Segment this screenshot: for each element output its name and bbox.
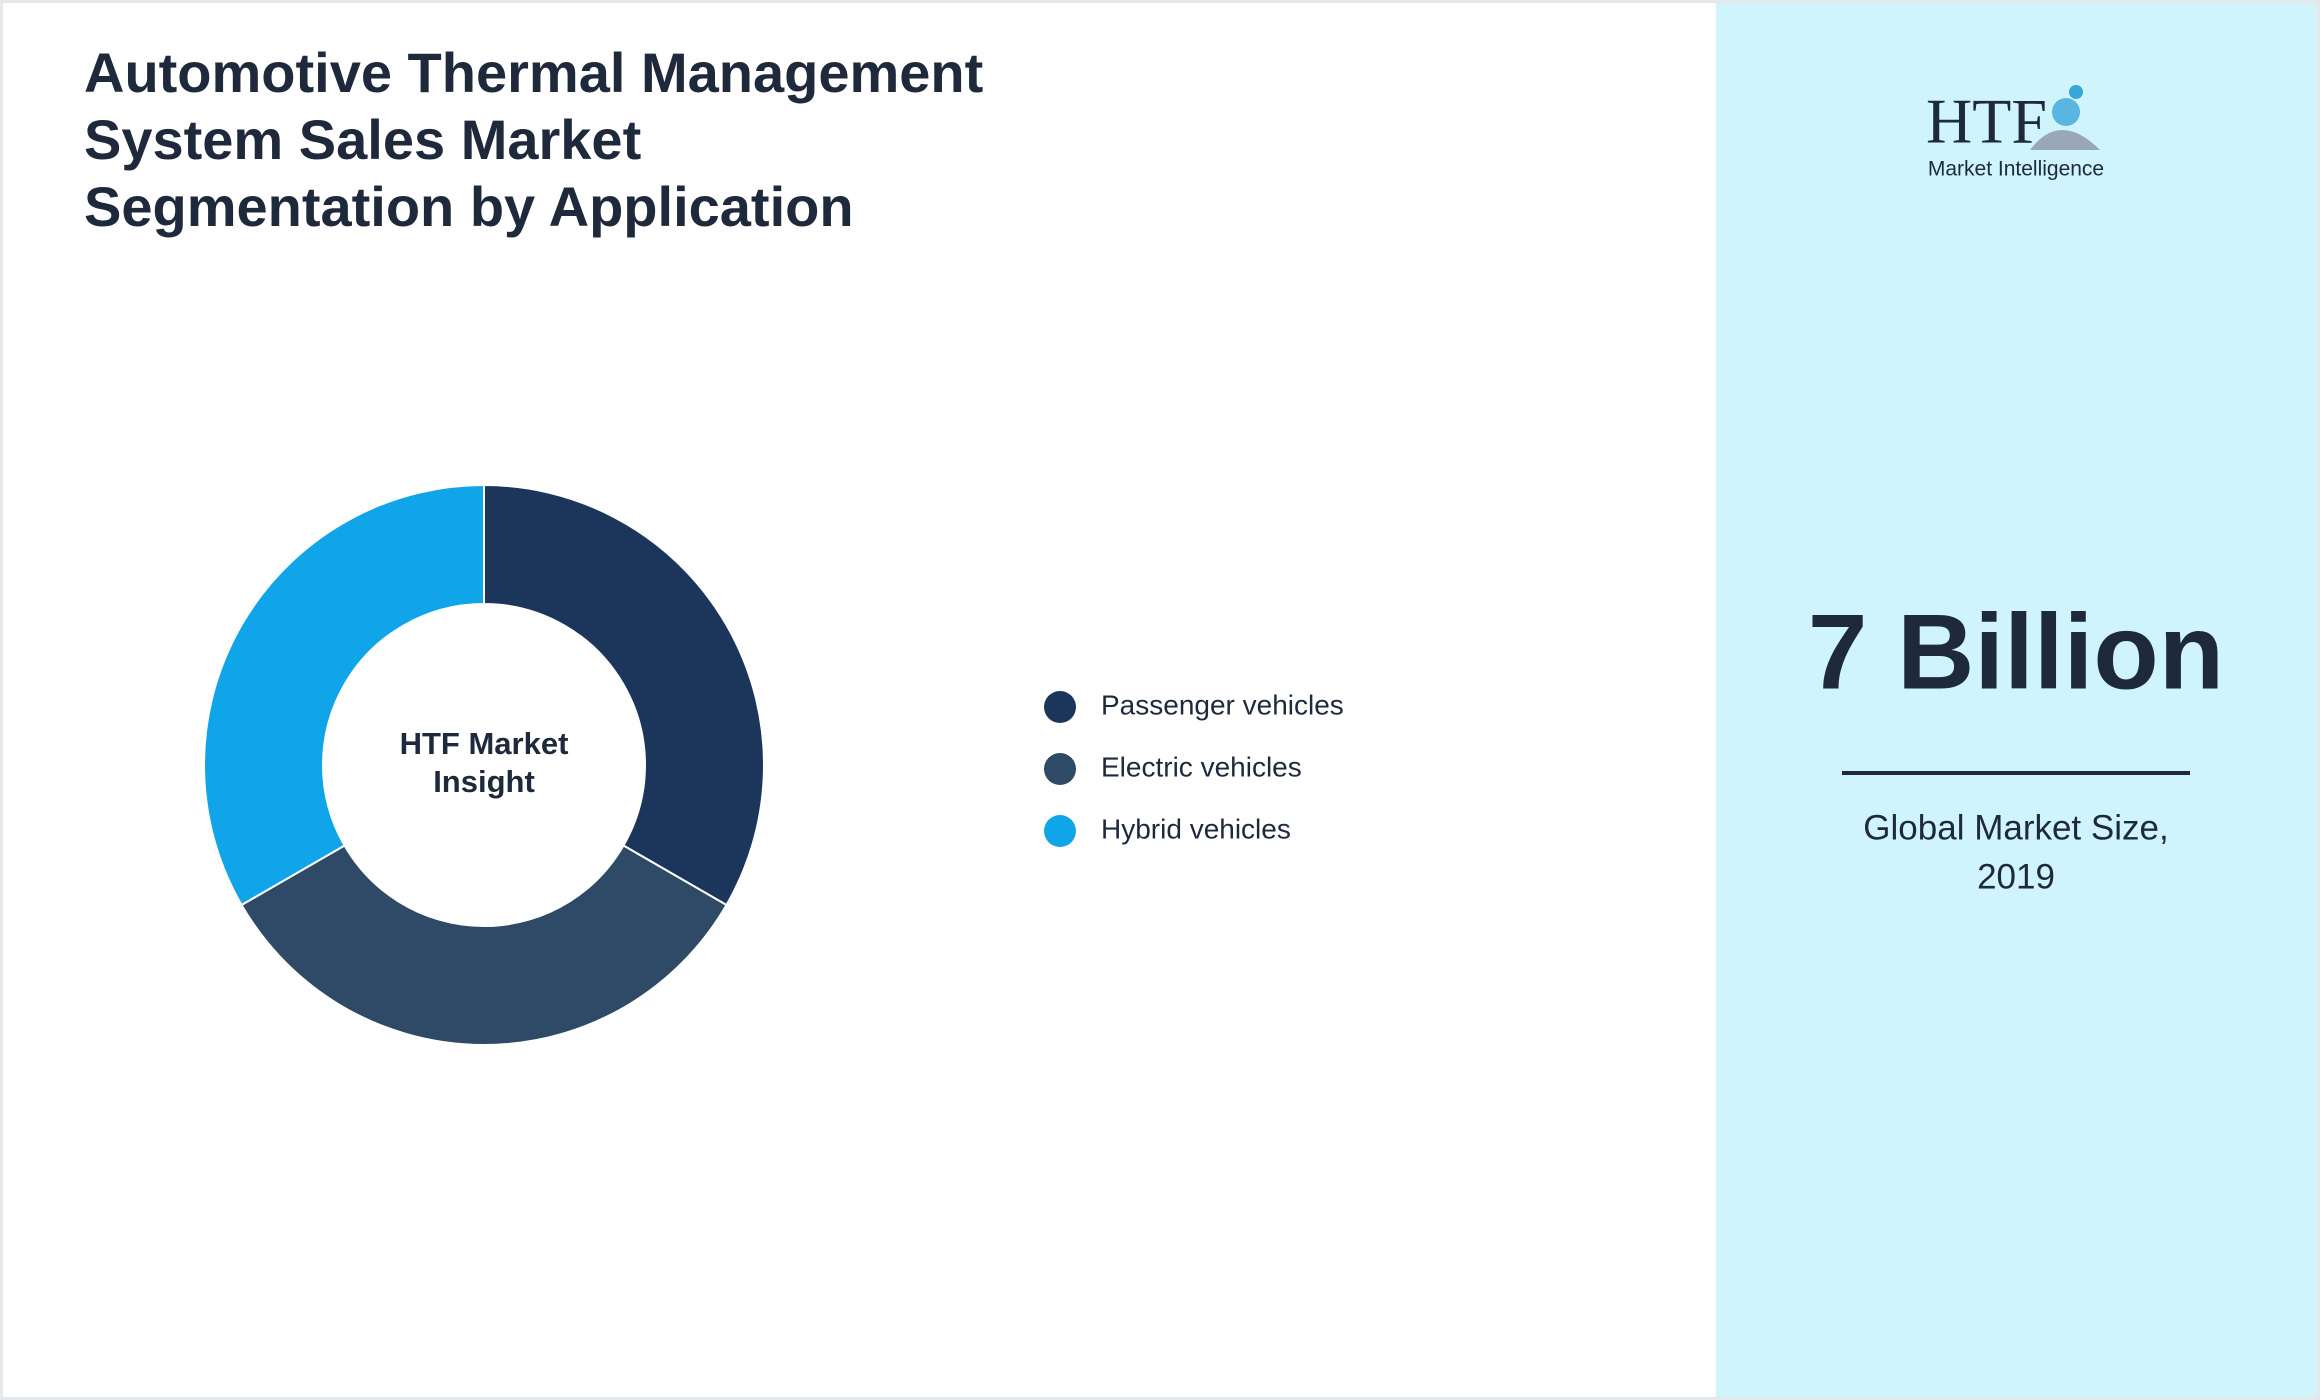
donut-segment — [483, 483, 765, 907]
logo-icon — [2030, 85, 2100, 150]
donut-segment — [240, 844, 728, 1046]
chart-title: System Sales Market — [84, 108, 641, 171]
legend-swatch — [1044, 691, 1076, 723]
legend-label: Passenger vehicles — [1101, 689, 1344, 720]
chart-title: Segmentation by Application — [84, 175, 854, 238]
metric-caption: 2019 — [1977, 857, 2055, 896]
chart-title: Automotive Thermal Management — [84, 41, 983, 104]
logo-subtitle: Market Intelligence — [1928, 158, 2104, 181]
legend-swatch — [1044, 815, 1076, 847]
legend-label: Electric vehicles — [1101, 751, 1302, 782]
legend-label: Hybrid vehicles — [1101, 813, 1291, 844]
metric-value: 7 Billion — [1808, 591, 2224, 711]
sidebar — [1716, 3, 2317, 1397]
metric-caption: Global Market Size, — [1863, 808, 2168, 847]
logo-mark: HTF — [1926, 86, 2047, 157]
center-label: HTF Market — [400, 726, 569, 761]
legend-swatch — [1044, 753, 1076, 785]
donut-segment — [203, 483, 485, 907]
center-label: Insight — [433, 764, 535, 799]
